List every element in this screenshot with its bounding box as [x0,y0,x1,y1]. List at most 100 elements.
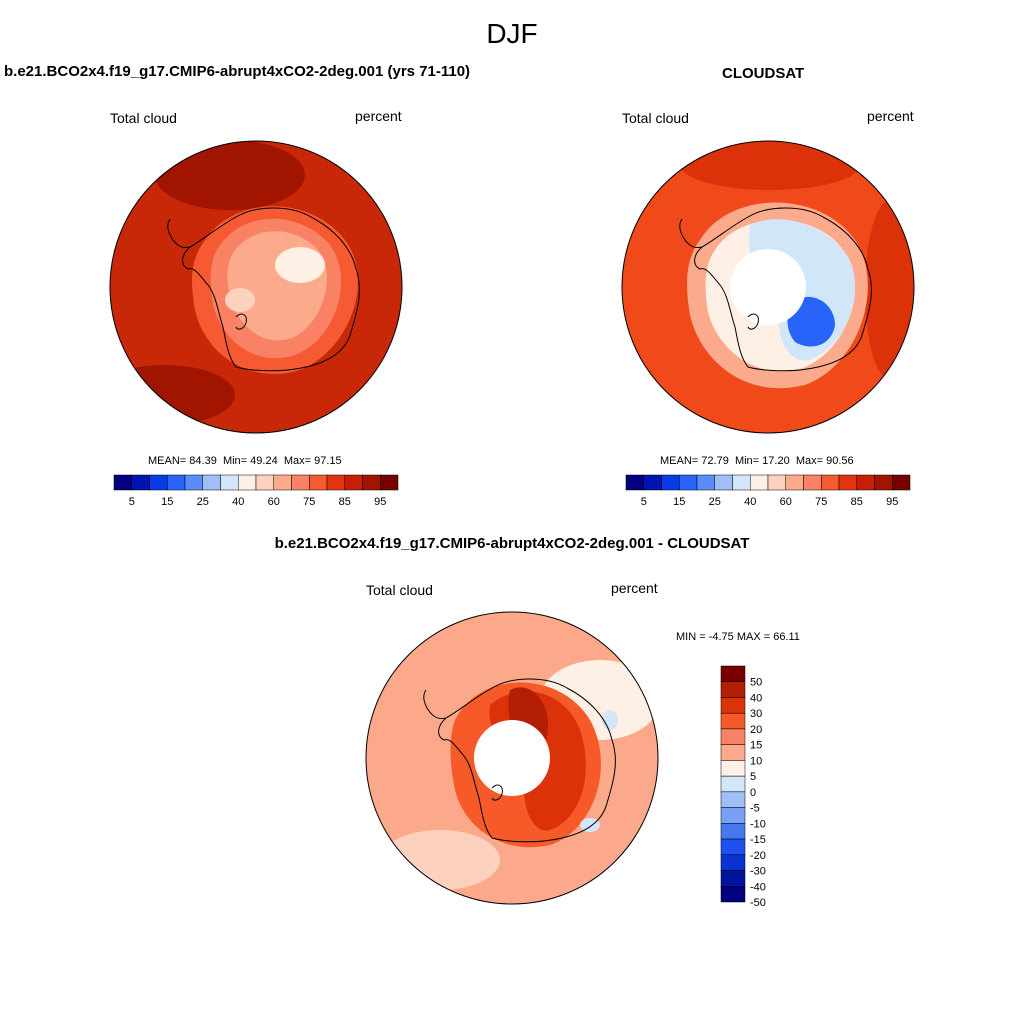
colorbar-swatch [220,474,239,491]
colorbar-tick-label: 75 [303,496,315,508]
colorbar-swatch [167,474,186,491]
model-colorbar: 5 15 25 40 60 75 85 95 [113,474,399,508]
obs-map-contour [865,200,914,380]
model-panel-title: b.e21.BCO2x4.f19_g17.CMIP6-abrupt4xCO2-2… [4,63,471,80]
colorbar-tick-label: -40 [750,881,766,893]
obs-colorbar: 5 15 25 40 60 75 85 95 [625,474,911,508]
colorbar-tick-label: 60 [268,496,280,508]
colorbar-swatch [720,823,746,840]
colorbar-swatch [750,474,769,491]
colorbar-tick-label: 15 [750,740,762,752]
colorbar-swatch [720,854,746,871]
colorbar-swatch [785,474,804,491]
model-variable-label: Total cloud [110,110,177,126]
colorbar-swatch [273,474,292,491]
colorbar-swatch [856,474,875,491]
colorbar-tick-label: 40 [744,496,756,508]
colorbar-swatch [309,474,328,491]
colorbar-swatch [720,870,746,887]
colorbar-swatch [362,474,381,491]
diff-panel-title: b.e21.BCO2x4.f19_g17.CMIP6-abrupt4xCO2-2… [274,535,750,552]
diff-stats: MIN = -4.75 MAX = 66.11 [676,631,800,643]
colorbar-tick-label: 40 [232,496,244,508]
colorbar-tick-label: 95 [374,496,386,508]
colorbar-swatch [720,728,746,745]
colorbar-swatch [720,760,746,777]
colorbar-tick-label: 30 [750,708,762,720]
colorbar-tick-label: 50 [750,677,762,689]
colorbar-swatch [720,791,746,808]
colorbar-swatch [720,886,746,903]
colorbar-swatch [720,807,746,824]
diff-map-contour [380,830,500,890]
colorbar-tick-label: 0 [750,787,756,799]
colorbar-tick-label: 75 [815,496,827,508]
colorbar-tick-label: 5 [129,496,135,508]
colorbar-swatch [696,474,715,491]
colorbar-tick-label: 5 [750,771,756,783]
model-units-label: percent [355,108,402,124]
colorbar-swatch [714,474,733,491]
colorbar-tick-label: -30 [750,866,766,878]
colorbar-tick-label: 40 [750,692,762,704]
colorbar-tick-label: 25 [709,496,721,508]
colorbar-swatch [720,712,746,730]
diff-map-border [365,611,659,905]
colorbar-swatch [767,474,786,491]
obs-map [622,141,914,433]
colorbar-swatch [661,474,680,491]
colorbar-swatch [184,474,203,491]
colorbar-swatch [643,474,662,491]
obs-map-border [621,140,915,434]
obs-map-contour [680,141,860,190]
obs-map-pole-hole [730,249,806,325]
colorbar-swatch [149,474,168,491]
colorbar-swatch [732,474,751,491]
colorbar-swatch [380,474,399,491]
obs-map-min-region [787,296,835,347]
colorbar-tick-label: 60 [780,496,792,508]
obs-variable-label: Total cloud [622,110,689,126]
colorbar-swatch [720,697,746,714]
colorbar-tick-label: 85 [339,496,351,508]
colorbar-swatch [344,474,363,491]
diff-map [366,612,658,904]
colorbar-swatch [821,474,840,491]
colorbar-swatch [255,474,274,491]
colorbar-swatch [720,744,746,761]
colorbar-tick-label: 15 [673,496,685,508]
colorbar-tick-label: 10 [750,755,762,767]
model-map-min-region [275,247,325,283]
colorbar-tick-label: 20 [750,724,762,736]
colorbar-swatch [720,775,746,793]
colorbar-swatch [202,474,221,491]
model-map-border [109,140,403,434]
model-stats: MEAN= 84.39 Min= 49.24 Max= 97.15 [148,455,342,467]
colorbar-tick-label: -20 [750,850,766,862]
colorbar-tick-label: 95 [886,496,898,508]
model-map [110,141,402,433]
model-map-max-region [155,141,305,210]
colorbar-swatch [803,474,822,491]
colorbar-tick-label: -10 [750,818,766,830]
colorbar-swatch [291,474,310,491]
colorbar-swatch [238,474,257,491]
colorbar-swatch [720,665,746,682]
diff-map-pole-hole [474,720,550,796]
colorbar-swatch [131,474,150,491]
colorbar-tick-label: -15 [750,834,766,846]
colorbar-swatch [874,474,893,491]
colorbar-tick-label: -50 [750,897,766,909]
colorbar-swatch [113,474,132,491]
colorbar-swatch [838,474,857,491]
model-map-max-region [110,365,235,425]
colorbar-tick-label: 5 [641,496,647,508]
obs-panel-title: CLOUDSAT [722,65,805,82]
obs-units-label: percent [867,108,914,124]
colorbar-swatch [720,681,746,698]
colorbar-swatch [720,838,746,856]
colorbar-swatch [892,474,911,491]
model-map-contour [225,288,255,312]
colorbar-tick-label: -5 [750,803,760,815]
